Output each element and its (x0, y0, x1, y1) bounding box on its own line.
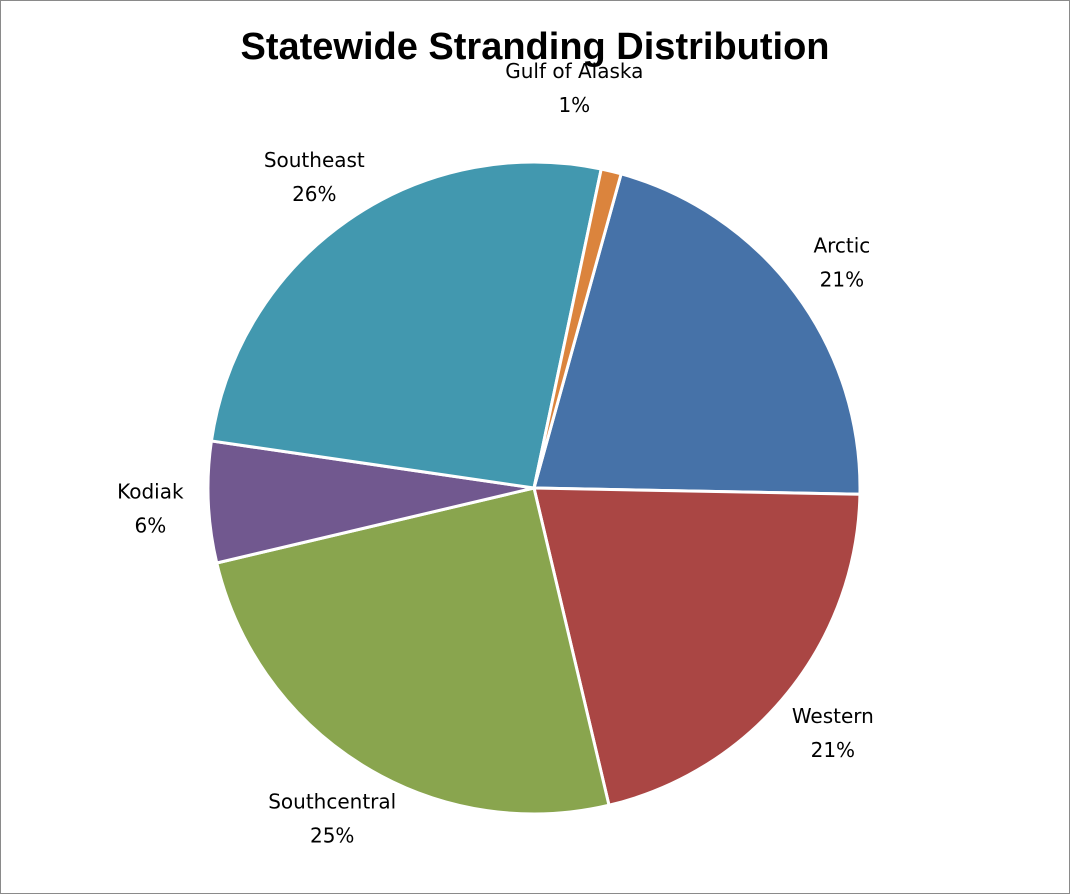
pie-label-value: 25% (310, 824, 354, 848)
chart-title: Statewide Stranding Distribution (240, 26, 830, 68)
pie-label-name: Southeast (264, 148, 365, 172)
pie-label-western: Western 21% (792, 704, 874, 762)
pie-slice-southcentral (215, 486, 611, 816)
pie-label-name: Gulf of Alaska (505, 59, 643, 83)
pie-label-gulf-of-alaska: Gulf of Alaska 1% (505, 59, 643, 117)
pie-label-southeast: Southeast 26% (264, 148, 365, 206)
pie-slice-gulf-of-alaska (532, 167, 623, 490)
pie-slice-kodiak (206, 439, 536, 565)
pie-label-name: Kodiak (117, 480, 184, 504)
pie-label-value: 21% (811, 738, 855, 762)
pie-slice-western (532, 486, 862, 807)
pie-label-value: 6% (134, 514, 166, 538)
pie-label-value: 1% (558, 93, 590, 117)
pie-label-name: Arctic (813, 234, 870, 258)
pie-slice-arctic (532, 172, 862, 496)
pie-label-southcentral: Southcentral 25% (268, 790, 396, 848)
pie-label-arctic: Arctic 21% (813, 234, 870, 292)
pie-slice-southeast (209, 160, 603, 490)
pie-label-name: Southcentral (268, 790, 396, 814)
pie-label-value: 26% (292, 182, 336, 206)
pie-label-value: 21% (820, 268, 864, 292)
pie-label-name: Western (792, 704, 874, 728)
pie-label-kodiak: Kodiak 6% (117, 480, 184, 538)
